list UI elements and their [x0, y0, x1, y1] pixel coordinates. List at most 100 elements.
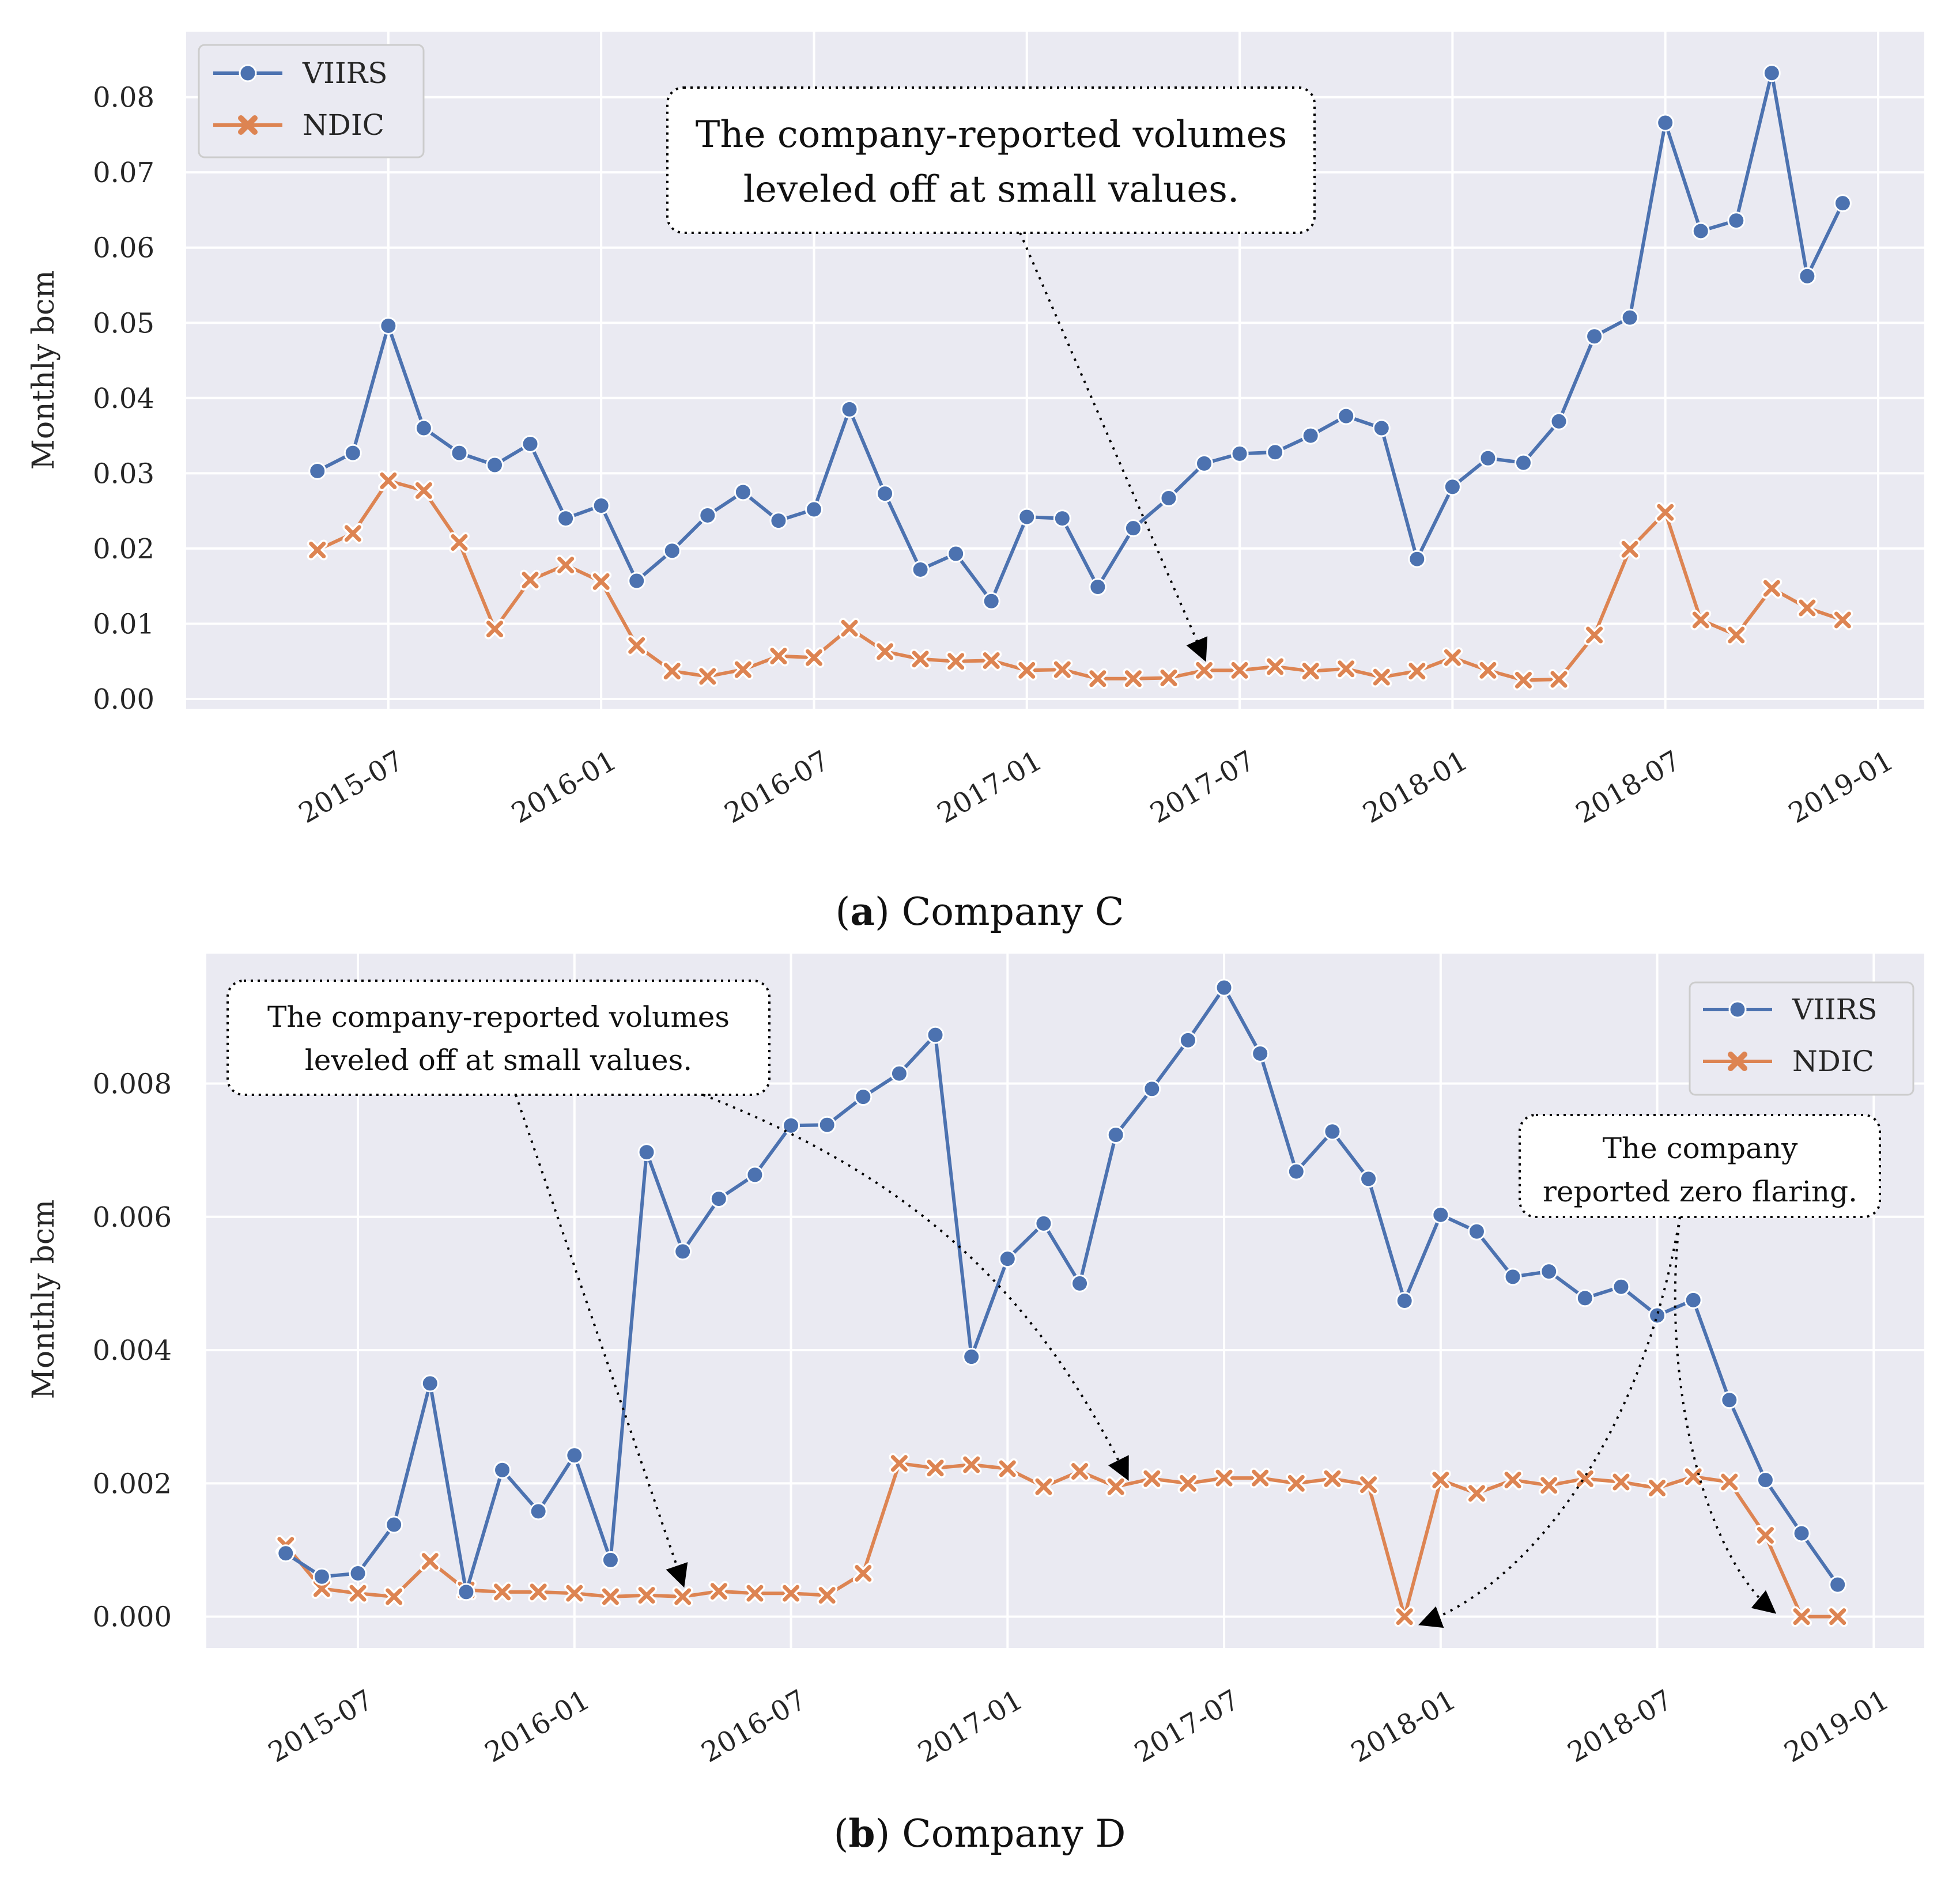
- viirs-point: [911, 560, 930, 579]
- viirs-point: [450, 444, 469, 462]
- ndic-point: [663, 663, 681, 680]
- caption-b-letter: b: [848, 1811, 875, 1856]
- ndic-point: [1053, 661, 1071, 678]
- viirs-point: [565, 1446, 584, 1465]
- y-tick-label: 0.01: [93, 608, 154, 640]
- ndic-point: [421, 1553, 439, 1570]
- ndic-point: [912, 651, 929, 668]
- ndic-point: [1324, 1470, 1341, 1487]
- ndic-point: [309, 542, 326, 559]
- viirs-point: [1550, 412, 1568, 430]
- x-tick-label: 2015-07: [293, 744, 409, 830]
- viirs-point: [962, 1348, 981, 1366]
- viirs-point: [663, 542, 681, 560]
- ndic-point: [349, 1585, 367, 1602]
- legend: VIIRS NDIC: [198, 44, 425, 158]
- viirs-point: [674, 1242, 692, 1261]
- ndic-point: [1338, 660, 1355, 678]
- viirs-point: [698, 506, 717, 524]
- legend: VIIRS NDIC: [1689, 981, 1914, 1096]
- y-tick-label: 0.002: [93, 1468, 172, 1500]
- ndic-point: [999, 1460, 1016, 1477]
- viirs-point: [1143, 1080, 1161, 1098]
- viirs-point: [1251, 1044, 1270, 1063]
- annotation-line-2: leveled off at small values.: [743, 168, 1240, 211]
- viirs-point: [1576, 1289, 1594, 1307]
- ndic-point: [1302, 663, 1319, 680]
- ndic-point: [1143, 1470, 1161, 1487]
- ndic-point: [530, 1583, 547, 1601]
- x-tick-label: 2016-07: [696, 1684, 812, 1769]
- legend-ndic-label: NDIC: [303, 108, 384, 142]
- viirs-point: [637, 1143, 656, 1162]
- y-axis-label: Monthly bcm: [27, 1200, 61, 1400]
- viirs-point: [349, 1564, 367, 1582]
- viirs-point: [485, 456, 504, 474]
- viirs-point: [312, 1567, 331, 1586]
- ndic-point: [1179, 1475, 1196, 1492]
- ndic-point: [855, 1564, 872, 1582]
- viirs-point: [1215, 978, 1233, 997]
- viirs-point: [1514, 453, 1532, 472]
- ndic-point: [1515, 671, 1532, 689]
- legend-ndic-marker: [238, 115, 258, 135]
- annotation-line-1: The company-reported volumes: [696, 114, 1287, 156]
- x-tick-label: 2018-01: [1346, 1684, 1461, 1769]
- viirs-point: [1179, 1031, 1197, 1049]
- ndic-point: [699, 668, 716, 685]
- legend-ndic-label: NDIC: [1792, 1045, 1874, 1078]
- viirs-point: [1372, 419, 1391, 437]
- viirs-point: [343, 444, 362, 462]
- viirs-point: [1648, 1306, 1667, 1325]
- annotation-line-2: reported zero flaring.: [1543, 1175, 1857, 1208]
- y-tick-labels: 0.00 0.01 0.02 0.03 0.04 0.05 0.06 0.07 0.08: [93, 82, 154, 716]
- viirs-point: [1443, 478, 1461, 496]
- ndic-point: [927, 1460, 944, 1477]
- ndic-point: [1215, 1469, 1233, 1487]
- viirs-point: [818, 1116, 836, 1134]
- viirs-point: [1504, 1268, 1522, 1286]
- ndic-point: [344, 525, 361, 542]
- viirs-point: [1727, 211, 1746, 230]
- x-tick-label: 2016-01: [506, 744, 622, 830]
- ndic-point: [1160, 669, 1177, 686]
- ndic-point: [1252, 1469, 1269, 1487]
- ndic-point: [1763, 580, 1780, 597]
- ndic-point: [1432, 1472, 1449, 1489]
- viirs-point: [1266, 443, 1285, 462]
- annotation-arrow: [703, 1094, 1129, 1481]
- ndic-point: [746, 1585, 764, 1602]
- annotation-zero-flaring: The company reported zero flaring.: [1418, 1114, 1881, 1628]
- ndic-point: [1793, 1608, 1810, 1625]
- ndic-series: [275, 1453, 1848, 1627]
- x-tick-label: 2017-01: [932, 744, 1048, 830]
- annotation-line-2: leveled off at small values.: [305, 1044, 692, 1077]
- x-tick-label: 2018-07: [1562, 1684, 1678, 1769]
- viirs-point: [1833, 194, 1852, 213]
- viirs-point: [1762, 64, 1781, 82]
- viirs-point: [1684, 1291, 1702, 1309]
- viirs-point: [890, 1064, 908, 1083]
- y-tick-label: 0.03: [93, 458, 154, 490]
- ndic-point: [710, 1583, 727, 1600]
- viirs-point: [628, 572, 646, 590]
- ndic-point: [734, 661, 751, 678]
- ndic-point: [1799, 599, 1816, 617]
- ndic-point: [592, 573, 610, 590]
- viirs-point: [709, 1190, 728, 1208]
- viirs-point: [1408, 550, 1426, 568]
- viirs-point: [529, 1502, 547, 1521]
- viirs-point: [769, 512, 788, 530]
- x-tick-label: 2018-07: [1570, 744, 1686, 830]
- x-tick-labels: 2015-07 2016-01 2016-07 2017-01 2017-07 2018-…: [263, 1684, 1894, 1769]
- viirs-point: [1691, 222, 1710, 240]
- viirs-point: [926, 1026, 945, 1044]
- y-tick-label: 0.04: [93, 383, 154, 415]
- y-axis-label: Monthly bcm: [27, 270, 61, 470]
- viirs-point: [1287, 1162, 1305, 1181]
- viirs-point: [1160, 489, 1178, 507]
- viirs-point: [414, 419, 433, 437]
- viirs-point: [1585, 327, 1604, 346]
- ndic-point: [1468, 1485, 1485, 1502]
